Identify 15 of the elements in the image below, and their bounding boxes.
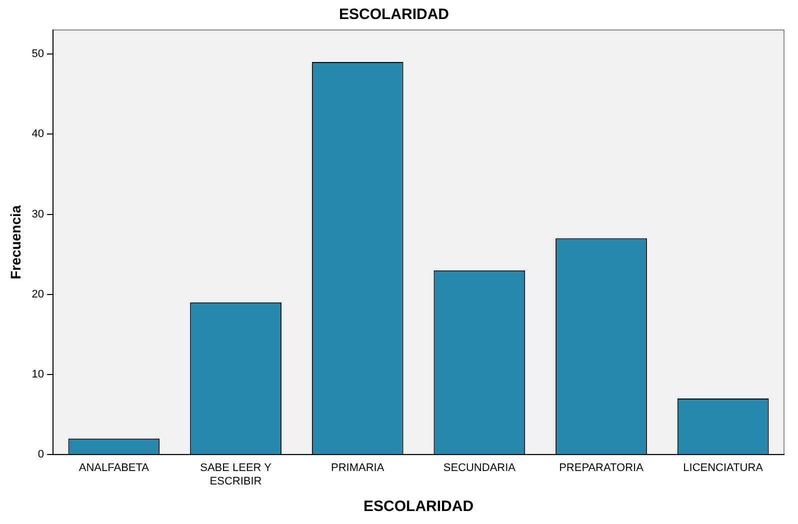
x-tick-label: PRIMARIA [331,462,385,474]
y-tick-label: 0 [38,448,44,461]
y-axis-title: Frecuencia [7,205,24,280]
x-tick-label: ANALFABETA [78,462,150,474]
y-tick-label: 50 [32,48,44,60]
x-axis-title: ESCOLARIDAD [364,498,474,516]
x-tick-label: SECUNDARIA [443,462,516,474]
x-tick-label: LICENCIATURA [683,462,764,474]
y-tick-label: 30 [32,208,44,220]
y-tick-label: 40 [32,128,44,140]
x-tick-label: PREPARATORIA [559,462,644,474]
chart-title: ESCOLARIDAD [338,6,450,24]
y-tick-label: 20 [32,288,44,300]
y-tick-label: 10 [32,368,44,381]
x-tick-label: SABE LEER Y ESCRIBIR [200,462,272,488]
